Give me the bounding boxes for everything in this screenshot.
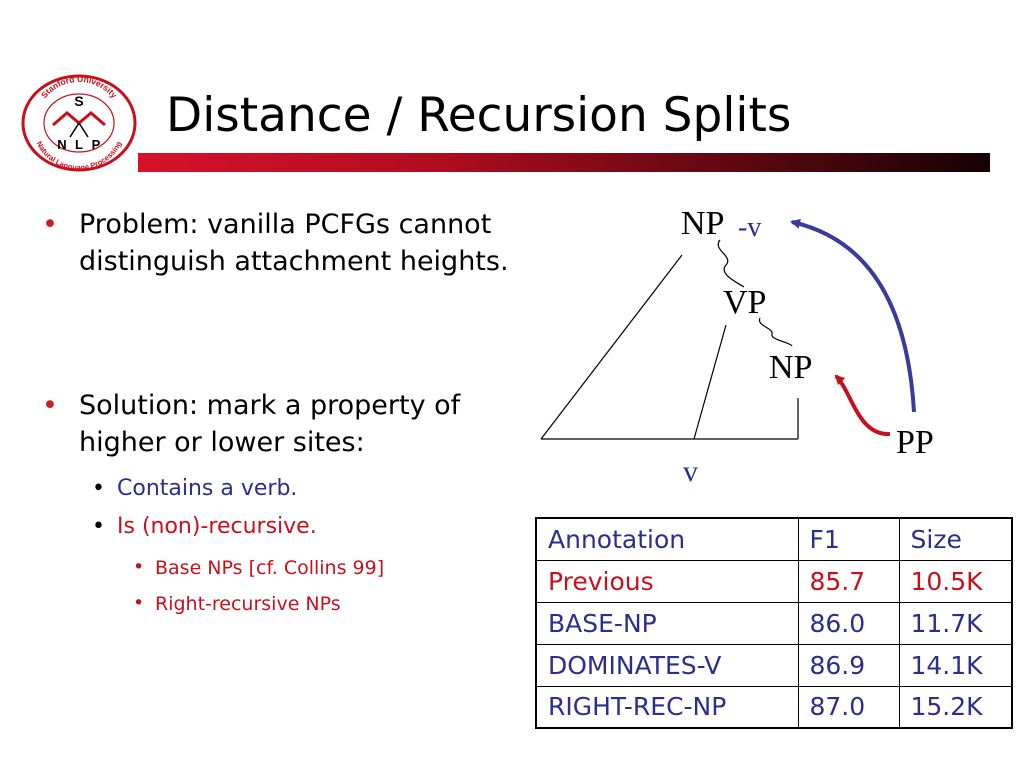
sub-sub-bullet-text-base-nps: Base NPs [cf. Collins 99] bbox=[155, 557, 385, 579]
bullet-item-problem: • Problem: vanilla PCFGs cannot distingu… bbox=[42, 206, 519, 280]
logo-letter-s: S bbox=[74, 93, 83, 109]
sub-sub-bullet-right-recursive: • Right-recursive NPs bbox=[133, 591, 515, 617]
sub-sub-bullet-base-nps: • Base NPs [cf. Collins 99] bbox=[133, 555, 515, 581]
table-header-row: Annotation F1 Size bbox=[535, 517, 1013, 561]
table-header-f1: F1 bbox=[797, 517, 900, 561]
table-row: BASE-NP 86.0 11.7K bbox=[535, 601, 1013, 645]
table-cell-annotation: RIGHT-REC-NP bbox=[535, 685, 799, 729]
table-cell-annotation: DOMINATES-V bbox=[535, 643, 799, 687]
results-table: Annotation F1 Size Previous 85.7 10.5K B… bbox=[535, 517, 1013, 729]
table-row: Previous 85.7 10.5K bbox=[535, 559, 1013, 603]
table-cell-f1: 86.9 bbox=[797, 643, 900, 687]
tree-node-np-top-mark: -v bbox=[738, 212, 761, 243]
logo-letter-p: P bbox=[92, 137, 101, 152]
bullet-dot: • bbox=[133, 592, 145, 614]
title-underline-bar bbox=[138, 153, 990, 172]
table-cell-annotation: BASE-NP bbox=[535, 601, 799, 645]
sub-bullet-text-contains-verb: Contains a verb. bbox=[117, 476, 298, 501]
bullet-item-solution: • Solution: mark a property of higher or… bbox=[42, 387, 519, 461]
logo-letter-n: N bbox=[57, 137, 66, 152]
table-cell-size: 14.1K bbox=[898, 643, 1013, 687]
tree-node-np-low: NP bbox=[769, 349, 812, 386]
red-attachment-arrow bbox=[834, 374, 891, 437]
table-cell-annotation: Previous bbox=[535, 559, 799, 603]
stanford-nlp-logo: Stanford University Natural Language Pro… bbox=[21, 74, 137, 172]
sub-bullet-list: • Contains a verb. • Is (non)-recursive. bbox=[92, 474, 517, 542]
tree-node-vp: VP bbox=[723, 284, 766, 321]
tree-node-pp: PP bbox=[896, 424, 934, 461]
tree-branches bbox=[540, 239, 799, 440]
slide-title: Distance / Recursion Splits bbox=[166, 88, 792, 143]
bullet-dot: • bbox=[92, 514, 105, 539]
blue-attachment-arrow bbox=[790, 218, 916, 413]
bullet-text-problem: Problem: vanilla PCFGs cannot distinguis… bbox=[79, 209, 509, 277]
attachment-tree-diagram: NP -v VP NP PP v bbox=[540, 205, 934, 488]
bullet-dot: • bbox=[133, 556, 145, 578]
sub-bullet-non-recursive: • Is (non)-recursive. bbox=[92, 512, 517, 542]
bullet-dot: • bbox=[42, 209, 58, 240]
sub-bullet-text-non-recursive: Is (non)-recursive. bbox=[117, 514, 317, 539]
table-cell-f1: 87.0 bbox=[797, 685, 900, 729]
bullet-dot: • bbox=[92, 476, 105, 501]
table-cell-f1: 86.0 bbox=[797, 601, 900, 645]
table-row: DOMINATES-V 86.9 14.1K bbox=[535, 643, 1013, 687]
table-header-annotation: Annotation bbox=[535, 517, 799, 561]
table-cell-f1: 85.7 bbox=[797, 559, 900, 603]
table-header-size: Size bbox=[898, 517, 1013, 561]
bullet-list-problem: • Problem: vanilla PCFGs cannot distingu… bbox=[42, 206, 519, 280]
bullet-text-solution: Solution: mark a property of higher or l… bbox=[79, 390, 461, 458]
sub-bullet-contains-verb: • Contains a verb. bbox=[92, 474, 517, 504]
table-cell-size: 15.2K bbox=[898, 685, 1013, 729]
tree-leaf-v: v bbox=[683, 455, 698, 488]
sub-sub-bullet-text-right-recursive: Right-recursive NPs bbox=[155, 593, 341, 615]
bullet-list-solution: • Solution: mark a property of higher or… bbox=[42, 387, 519, 461]
bullet-dot: • bbox=[42, 390, 58, 421]
table-cell-size: 10.5K bbox=[898, 559, 1013, 603]
tree-node-np-top: NP bbox=[681, 205, 724, 242]
table-cell-size: 11.7K bbox=[898, 601, 1013, 645]
logo-letter-l: L bbox=[75, 137, 83, 152]
table-row: RIGHT-REC-NP 87.0 15.2K bbox=[535, 685, 1013, 729]
sub-sub-bullet-list: • Base NPs [cf. Collins 99] • Right-recu… bbox=[133, 555, 515, 617]
